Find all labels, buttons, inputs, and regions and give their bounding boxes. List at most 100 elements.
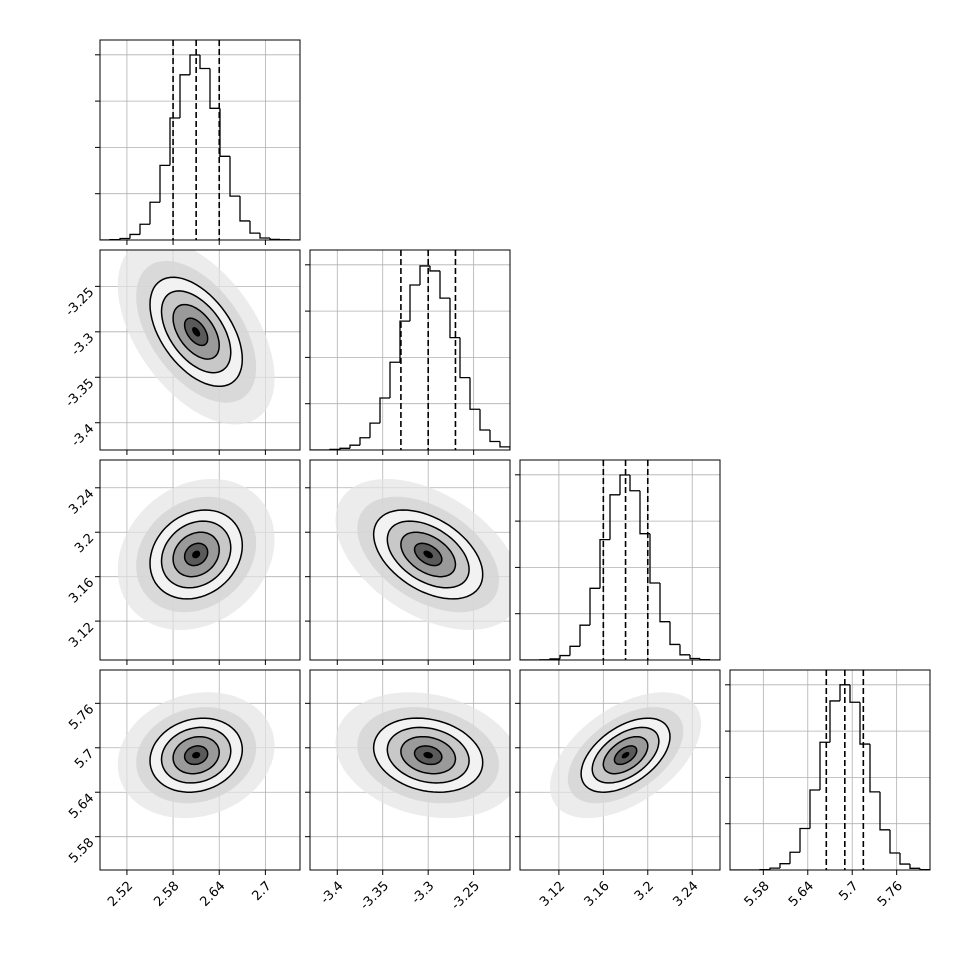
hist-bin xyxy=(179,74,190,118)
y-tick-label: -3.3 xyxy=(69,331,98,360)
x-tick-label: -3.3 xyxy=(409,879,438,908)
hist-bin xyxy=(459,337,470,379)
hist-bin xyxy=(269,237,280,240)
hist-bin xyxy=(229,156,240,197)
hist-bin xyxy=(699,658,710,660)
hist-bin xyxy=(119,237,130,240)
hist-bin xyxy=(619,474,630,495)
hist-bin xyxy=(379,397,390,424)
hist-bin xyxy=(839,684,850,701)
x-tick-label: -3.25 xyxy=(449,879,483,913)
x-tick-label: 3.16 xyxy=(582,879,613,910)
contour xyxy=(413,542,443,567)
x-tick-label: 2.58 xyxy=(151,879,182,910)
panel-frame xyxy=(99,249,301,451)
hist-bin xyxy=(409,284,420,322)
panel xyxy=(515,459,721,665)
hist-bin xyxy=(859,702,870,745)
x-tick-label: 2.7 xyxy=(249,879,274,904)
hist-bin xyxy=(559,654,570,659)
panel-frame xyxy=(309,669,511,871)
contour xyxy=(149,509,244,600)
hist-bin xyxy=(359,437,370,446)
panel xyxy=(305,459,511,665)
hist-bin xyxy=(629,475,640,492)
y-tick-label: 3.16 xyxy=(66,575,97,606)
hist-bin xyxy=(219,108,230,157)
hist-bin xyxy=(189,54,200,75)
contour xyxy=(183,745,209,766)
x-tick-label: 2.64 xyxy=(197,879,228,910)
hist-bin xyxy=(789,851,800,864)
hist-bin xyxy=(769,867,780,870)
hist-bin xyxy=(209,68,220,109)
panel xyxy=(95,39,301,245)
hist-bin xyxy=(639,490,650,535)
panel-inner xyxy=(100,460,300,660)
y-tick-label: 5.64 xyxy=(66,791,97,822)
panel-inner xyxy=(100,40,300,240)
hist-bin xyxy=(819,741,830,790)
y-tick-label: -3.4 xyxy=(69,421,98,450)
panel-inner xyxy=(520,460,720,660)
hist-bin xyxy=(889,829,900,854)
hist-bin xyxy=(499,441,510,450)
hist-bin xyxy=(579,624,590,647)
hist-bin xyxy=(129,233,140,239)
hist-bin xyxy=(489,430,500,443)
y-tick-label: 5.7 xyxy=(72,746,97,771)
contour xyxy=(372,509,484,600)
contour xyxy=(160,520,232,589)
x-tick-label: 5.7 xyxy=(836,879,861,904)
hist-bin xyxy=(469,377,480,410)
contour xyxy=(172,303,220,360)
hist-bin xyxy=(239,196,250,222)
hist-bin xyxy=(899,852,910,865)
density-peak xyxy=(192,327,201,337)
panel-inner xyxy=(310,670,510,870)
contour xyxy=(400,531,457,578)
hist-bin xyxy=(599,538,610,589)
panel-inner xyxy=(730,670,930,870)
panel-frame xyxy=(309,249,511,451)
x-tick-label: 5.58 xyxy=(742,879,773,910)
panel: 3.12 3.16 3.2 3.24 xyxy=(66,459,301,665)
panel-frame xyxy=(99,459,301,661)
contour xyxy=(580,717,671,793)
contour xyxy=(386,726,470,784)
hist-bin xyxy=(799,827,810,853)
x-tick-label: 5.76 xyxy=(875,879,906,910)
hist-bin xyxy=(169,117,180,166)
x-tick-label: 3.24 xyxy=(670,879,701,910)
density-peak xyxy=(192,550,201,559)
contour xyxy=(160,290,232,374)
y-tick-label: 5.76 xyxy=(66,702,97,733)
contour xyxy=(149,276,244,388)
contour xyxy=(172,531,220,578)
x-tick-label: 3.12 xyxy=(537,879,568,910)
hist-bin xyxy=(449,298,460,339)
hist-bin xyxy=(569,645,580,656)
panel-frame xyxy=(729,669,931,871)
hist-bin xyxy=(399,320,410,363)
density-peak xyxy=(192,751,201,759)
hist-bin xyxy=(479,409,490,431)
panel: -3.4 -3.35 -3.3 -3.25 xyxy=(305,669,511,913)
hist-bin xyxy=(849,684,860,703)
panel-inner xyxy=(520,670,720,870)
x-tick-label: 3.2 xyxy=(632,879,657,904)
contour xyxy=(591,726,660,784)
panel-frame xyxy=(519,459,721,661)
contour xyxy=(372,717,484,793)
hist-bin xyxy=(199,55,210,70)
panel-frame xyxy=(309,459,511,661)
panel-inner xyxy=(100,670,300,870)
hist-bin xyxy=(389,361,400,398)
hist-bin xyxy=(779,863,790,869)
contour xyxy=(160,726,232,784)
y-tick-label: 3.12 xyxy=(66,620,97,651)
hist-bin xyxy=(909,864,920,869)
hist-bin xyxy=(439,270,450,299)
x-tick-label: 5.64 xyxy=(786,879,817,910)
hist-bin xyxy=(339,447,350,450)
